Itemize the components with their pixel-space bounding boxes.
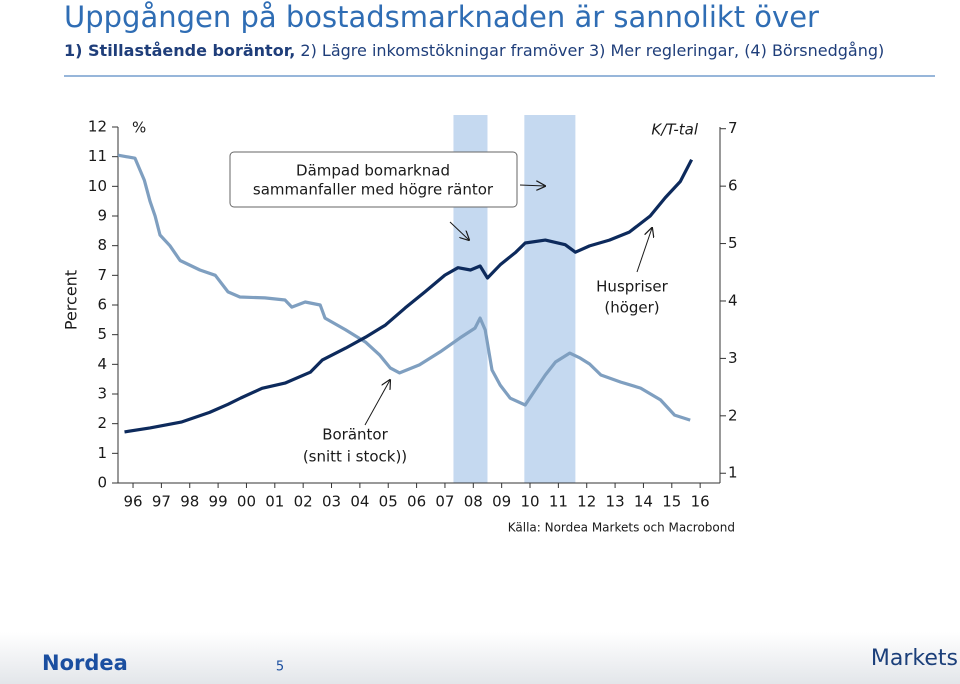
series-line	[117, 153, 691, 422]
x-tick-label: 12	[577, 493, 596, 511]
series-line	[124, 158, 694, 434]
annotation-text: (höger)	[604, 299, 659, 317]
y-tick-label: 11	[88, 147, 107, 165]
y2-tick-label: 6	[728, 177, 738, 195]
x-tick-label: 14	[634, 493, 653, 511]
x-tick-label: 15	[662, 493, 681, 511]
x-tick-label: 03	[322, 493, 341, 511]
annotation-arrow	[519, 185, 545, 186]
y2-tick-label: 3	[728, 349, 738, 367]
y2-tick-label: 4	[728, 291, 738, 309]
annotation-text: (snitt i stock))	[303, 448, 407, 466]
y-tick-label: 2	[97, 414, 107, 432]
y-tick-label: 5	[97, 325, 107, 343]
y2-unit: K/T-tal	[651, 121, 698, 139]
x-tick-label: 02	[294, 493, 313, 511]
y-tick-label: 3	[97, 385, 107, 403]
annotation-arrow	[364, 380, 390, 426]
footer-band	[0, 632, 960, 684]
x-tick-label: 08	[464, 493, 483, 511]
y-tick-label: 12	[88, 118, 107, 136]
x-tick-label: 05	[379, 493, 398, 511]
footer-logo: Nordea	[42, 651, 128, 675]
y2-tick-label: 2	[728, 406, 738, 424]
x-tick-label: 97	[152, 493, 171, 511]
x-tick-label: 13	[606, 493, 625, 511]
x-tick-label: 10	[520, 493, 539, 511]
x-tick-label: 98	[180, 493, 199, 511]
y-axis-label: Percent	[62, 270, 81, 330]
title: Uppgången på bostadsmarknaden är sannoli…	[64, 0, 819, 34]
x-tick-label: 96	[123, 493, 142, 511]
y-tick-label: 10	[88, 177, 107, 195]
x-tick-label: 99	[209, 493, 228, 511]
annotation-text: Boräntor	[322, 426, 388, 444]
x-tick-label: 11	[549, 493, 568, 511]
annotation-arrow	[636, 228, 652, 273]
x-tick-label: 04	[350, 493, 369, 511]
x-tick-label: 00	[237, 493, 256, 511]
y-tick-label: 1	[97, 444, 107, 462]
y-tick-label: 9	[97, 207, 107, 225]
y2-tick-label: 7	[728, 119, 738, 137]
subtitle-bold: 1) Stillastående boräntor,	[64, 41, 295, 60]
x-tick-label: 06	[407, 493, 426, 511]
x-tick-label: 07	[435, 493, 454, 511]
x-tick-label: 16	[691, 493, 710, 511]
y-tick-label: 6	[97, 296, 107, 314]
y2-tick-label: 5	[728, 234, 738, 252]
subtitle-rest: 2) Lägre inkomstökningar framöver 3) Mer…	[295, 41, 884, 60]
annotation-arrow	[449, 221, 469, 240]
subtitle: 1) Stillastående boräntor, 2) Lägre inko…	[64, 41, 884, 60]
y-tick-label: 8	[97, 236, 107, 254]
y2-tick-label: 1	[728, 464, 738, 482]
annotation-text: sammanfaller med högre räntor	[253, 181, 494, 199]
x-tick-label: 01	[265, 493, 284, 511]
source: Källa: Nordea Markets och Macrobond	[508, 521, 735, 535]
annotation-box	[229, 151, 518, 208]
annotation-text: Dämpad bomarknad	[296, 162, 450, 180]
shaded-period	[524, 115, 576, 483]
y-tick-label: 7	[97, 266, 107, 284]
y-tick-label: 0	[97, 474, 107, 492]
y-unit: %	[132, 119, 146, 137]
page-number: 5	[276, 660, 284, 675]
footer-brand: Markets	[871, 646, 958, 671]
annotation-text: Huspriser	[596, 278, 669, 296]
x-tick-label: 09	[492, 493, 511, 511]
y-tick-label: 4	[97, 355, 107, 373]
